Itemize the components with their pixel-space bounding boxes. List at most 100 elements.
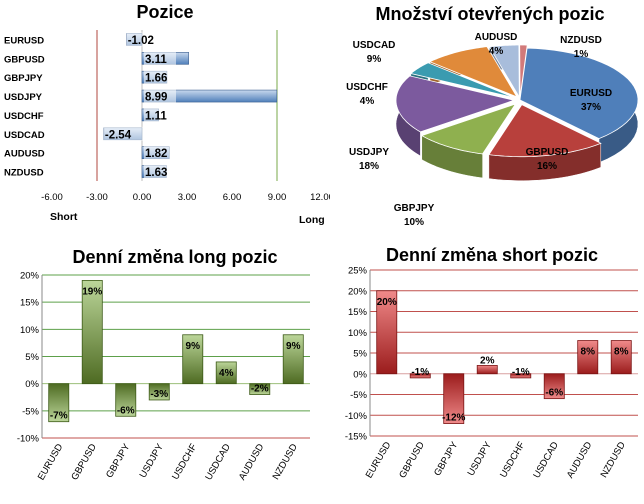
value-label-usdcad: 4% <box>219 368 234 379</box>
pie-percent-gbpjpy: 10% <box>404 217 424 228</box>
pie-slice-gbpusd <box>488 104 602 158</box>
bar-usdchf <box>182 334 204 385</box>
y-tick-label: 10% <box>20 325 40 336</box>
y-tick-label: 15% <box>348 307 368 318</box>
bar-eurusd <box>376 290 398 375</box>
bar-usdcad <box>215 361 237 385</box>
value-label-nzdusd: 9% <box>286 341 301 352</box>
x-tick-label-usdcad: USDCAD <box>531 440 561 480</box>
value-label-audusd: -2% <box>251 384 269 395</box>
x-tick-label-nzdusd: NZDUSD <box>599 440 628 480</box>
short-change-chart: Denní změna short pozic -15% -10% -5% 0% 5% 1… <box>322 240 644 499</box>
value-label-bg <box>103 126 143 141</box>
value-label-eurusd: 20% <box>377 297 397 308</box>
x-tick-label: 9.00 <box>268 192 287 203</box>
value-label-usdjpy: -3% <box>150 389 168 400</box>
y-tick-label: -5% <box>22 406 39 417</box>
bar-gbpusd <box>409 373 431 379</box>
pie-slice-eurusd <box>519 47 639 140</box>
value-label-gbpusd: 19% <box>82 286 102 297</box>
bar-audusd <box>577 340 599 375</box>
category-label-gbpusd: GBPUSD <box>4 54 45 65</box>
value-label-bg <box>144 107 176 122</box>
pie-label-audusd: AUDUSD <box>475 32 518 43</box>
value-label-bg <box>126 32 166 47</box>
short-change-svg: -15% -10% -5% 0% 5% 10% 15% 20% 25% 20% EURUSD -1% G… <box>345 266 638 480</box>
pie-slice-usdcad <box>428 46 518 98</box>
y-tick-label: -10% <box>17 434 40 445</box>
x-tick-label-usdjpy: USDJPY <box>138 441 167 480</box>
long-change-svg: -10% -5% 0% 5% 10% 15% 20% -7% EURUSD 19% GBPUSD -6… <box>17 271 310 482</box>
long-change-title: Denní změna long pozic <box>72 247 278 267</box>
pie-percent-eurusd: 37% <box>581 102 601 113</box>
pie-label-usdcad: USDCAD <box>353 40 396 51</box>
y-tick-label: 0% <box>25 379 39 390</box>
y-tick-label: 5% <box>25 352 39 363</box>
x-tick-label: 12.00 <box>310 192 330 203</box>
value-label-usdchf: 1.11 <box>145 110 167 122</box>
x-tick-label-eurusd: EURUSD <box>364 440 394 480</box>
pie-title: Množství otevřených pozic <box>375 4 605 24</box>
pie-percent-gbpusd: 16% <box>537 161 557 172</box>
pie-label-usdchf: USDCHF <box>346 82 388 93</box>
short-label: Short <box>50 211 78 223</box>
y-tick-label: 15% <box>20 298 40 309</box>
x-tick-label-usdjpy: USDJPY <box>466 439 495 478</box>
bar-audusd <box>249 383 271 395</box>
y-tick-label: 20% <box>348 286 368 297</box>
x-tick-label: -3.00 <box>86 192 108 203</box>
value-label-usdchf: -1% <box>512 367 530 378</box>
y-tick-label: -15% <box>345 432 368 443</box>
value-label-audusd: 8% <box>581 347 596 358</box>
value-label-gbpjpy: 1.66 <box>145 73 167 85</box>
x-tick-label-eurusd: EURUSD <box>36 442 66 482</box>
x-tick-label-audusd: AUDUSD <box>565 440 595 480</box>
bar-usdjpy <box>148 383 170 401</box>
category-label-usdchf: USDCHF <box>4 111 44 122</box>
pie-percent-nzdusd: 1% <box>574 49 589 60</box>
value-label-eurusd: -1.02 <box>128 35 154 47</box>
value-label-gbpjpy: -12% <box>442 413 465 424</box>
bar-gbpjpy <box>443 373 465 424</box>
short-change-title: Denní změna short pozic <box>385 245 599 265</box>
value-label-gbpjpy: -6% <box>117 405 135 416</box>
pie-slice-usdjpy <box>395 75 516 133</box>
pie-slice-usdchf <box>410 62 516 99</box>
open-positions-pie: Množství otevřených pozic EURUSD 37% GBPUS… <box>330 0 644 235</box>
value-label-gbpusd: 3.11 <box>145 54 167 66</box>
x-tick-label-gbpjpy: GBPJPY <box>432 439 461 478</box>
bar-gbpjpy <box>115 383 137 417</box>
value-label-nzdusd: 1.63 <box>145 167 167 179</box>
pie-slice-nzdusd <box>519 44 528 98</box>
value-label-usdcad: -6% <box>545 388 563 399</box>
x-tick-label-nzdusd: NZDUSD <box>271 442 300 482</box>
bar-nzdusd <box>282 334 304 385</box>
value-label-usdchf: 9% <box>186 341 201 352</box>
value-label-gbpusd: -1% <box>411 367 429 378</box>
pie-label-gbpjpy: GBPJPY <box>394 203 435 214</box>
value-label-usdjpy: 8.99 <box>145 92 167 104</box>
x-tick-label-gbpusd: GBPUSD <box>69 442 99 482</box>
positions-chart: Pozice EURUSD -1.02 GBPUSD 3.11 GBPJPY 1.66 US… <box>0 0 334 230</box>
x-tick-label-usdchf: USDCHF <box>170 442 199 482</box>
pie-label-usdjpy: USDJPY <box>349 147 389 158</box>
y-tick-label: -10% <box>345 411 368 422</box>
pie-percent-usdcad: 9% <box>367 54 382 65</box>
x-tick-label-usdcad: USDCAD <box>203 442 233 482</box>
value-label-bg <box>144 89 176 104</box>
x-tick-label: 0.00 <box>133 192 152 203</box>
value-label-nzdusd: 8% <box>614 347 629 358</box>
bar-usdchf <box>510 373 532 379</box>
x-tick-label: 3.00 <box>178 192 197 203</box>
value-label-bg <box>144 51 176 66</box>
pie-slice-gbpjpy <box>420 103 517 155</box>
y-tick-label: 25% <box>348 266 368 277</box>
category-label-eurusd: EURUSD <box>4 35 44 46</box>
x-tick-label-gbpjpy: GBPJPY <box>104 441 133 480</box>
pie-percent-usdjpy: 18% <box>359 161 379 172</box>
value-label-bg <box>144 70 176 85</box>
bar-eurusd <box>48 383 70 423</box>
category-label-audusd: AUDUSD <box>4 149 45 160</box>
pie-label-eurusd: EURUSD <box>570 88 612 99</box>
y-tick-label: 0% <box>353 369 367 380</box>
